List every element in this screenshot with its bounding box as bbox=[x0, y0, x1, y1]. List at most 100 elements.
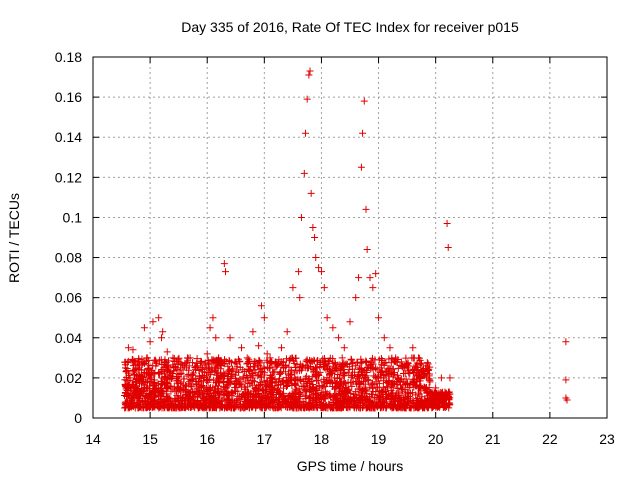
data-point bbox=[182, 382, 190, 390]
data-point bbox=[372, 383, 380, 391]
data-point bbox=[255, 342, 263, 350]
data-point bbox=[363, 367, 371, 375]
data-point bbox=[348, 356, 356, 364]
data-point bbox=[373, 366, 381, 374]
data-point bbox=[363, 246, 371, 254]
data-point bbox=[173, 373, 181, 381]
y-tick-label: 0.04 bbox=[55, 330, 82, 346]
data-point bbox=[167, 383, 175, 391]
data-point bbox=[140, 360, 148, 368]
data-point bbox=[250, 366, 258, 374]
data-point bbox=[206, 384, 214, 392]
y-tick-label: 0.18 bbox=[55, 49, 82, 65]
data-point bbox=[170, 404, 178, 412]
data-point bbox=[430, 392, 438, 400]
data-point bbox=[389, 379, 397, 387]
data-point bbox=[220, 260, 228, 268]
data-point bbox=[230, 398, 238, 406]
data-point bbox=[325, 376, 333, 384]
data-point bbox=[279, 364, 287, 372]
data-point bbox=[335, 334, 343, 342]
data-point bbox=[129, 359, 137, 367]
data-point bbox=[268, 373, 276, 381]
data-point bbox=[227, 400, 235, 408]
data-point bbox=[400, 378, 408, 386]
data-point bbox=[251, 363, 259, 371]
data-point bbox=[415, 391, 423, 399]
data-point bbox=[440, 403, 448, 411]
data-point bbox=[213, 378, 221, 386]
data-point bbox=[309, 381, 317, 389]
data-point bbox=[369, 365, 377, 373]
data-point bbox=[142, 384, 150, 392]
data-point bbox=[155, 314, 163, 322]
data-point bbox=[215, 354, 223, 362]
data-point bbox=[372, 270, 380, 278]
data-point bbox=[348, 396, 356, 404]
data-point bbox=[346, 318, 354, 326]
data-point bbox=[344, 385, 352, 393]
data-point bbox=[376, 371, 384, 379]
data-point bbox=[384, 378, 392, 386]
data-point bbox=[312, 372, 320, 380]
data-point bbox=[395, 375, 403, 383]
data-point bbox=[405, 384, 413, 392]
data-point bbox=[312, 254, 320, 262]
data-point bbox=[169, 400, 177, 408]
data-point bbox=[245, 379, 253, 387]
data-point bbox=[306, 385, 314, 393]
data-point bbox=[409, 344, 417, 352]
data-point bbox=[396, 396, 404, 404]
data-point bbox=[162, 362, 170, 370]
data-point bbox=[160, 398, 168, 406]
data-point bbox=[174, 376, 182, 384]
data-point bbox=[157, 389, 165, 397]
data-point bbox=[253, 383, 261, 391]
data-point bbox=[184, 402, 192, 410]
data-point bbox=[224, 368, 232, 376]
data-point bbox=[237, 344, 245, 352]
data-point bbox=[366, 397, 374, 405]
x-tick-label: 17 bbox=[257, 431, 273, 447]
data-point bbox=[300, 169, 308, 177]
data-point bbox=[195, 378, 203, 386]
data-point bbox=[296, 360, 304, 368]
data-point bbox=[236, 392, 244, 400]
y-tick-label: 0.08 bbox=[55, 250, 82, 266]
data-point bbox=[146, 391, 154, 399]
data-point bbox=[296, 294, 304, 302]
data-point bbox=[362, 205, 370, 213]
data-point bbox=[285, 392, 293, 400]
data-point bbox=[423, 394, 431, 402]
data-point bbox=[308, 377, 316, 385]
data-point bbox=[312, 395, 320, 403]
data-point bbox=[393, 380, 401, 388]
data-point bbox=[562, 376, 570, 384]
data-point bbox=[376, 393, 384, 401]
data-point bbox=[364, 377, 372, 385]
data-point bbox=[444, 244, 452, 252]
data-point bbox=[261, 392, 269, 400]
data-point bbox=[386, 365, 394, 373]
data-point bbox=[163, 366, 171, 374]
data-point bbox=[260, 314, 268, 322]
data-point bbox=[367, 402, 375, 410]
data-point bbox=[203, 402, 211, 410]
data-point bbox=[137, 372, 145, 380]
data-point bbox=[306, 403, 314, 411]
data-point bbox=[243, 360, 251, 368]
data-point bbox=[392, 389, 400, 397]
data-point bbox=[301, 392, 309, 400]
data-point bbox=[305, 399, 313, 407]
data-point bbox=[248, 381, 256, 389]
data-point bbox=[144, 365, 152, 373]
data-point bbox=[389, 373, 397, 381]
data-point bbox=[340, 344, 348, 352]
data-point bbox=[320, 354, 328, 362]
data-point bbox=[267, 378, 275, 386]
data-point bbox=[305, 71, 313, 79]
data-point bbox=[356, 385, 364, 393]
data-point bbox=[415, 354, 423, 362]
data-point bbox=[234, 377, 242, 385]
data-point bbox=[203, 350, 211, 358]
